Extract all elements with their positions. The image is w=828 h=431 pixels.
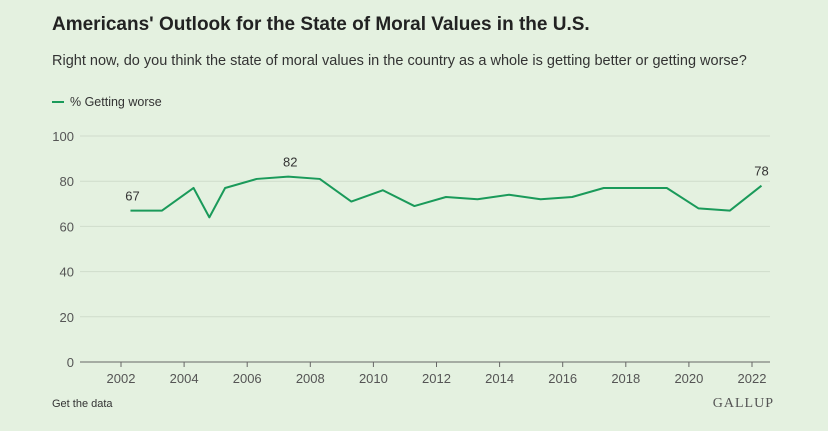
x-tick-label: 2006 — [233, 371, 262, 386]
y-tick-label: 40 — [60, 265, 74, 280]
gallup-logo: GALLUP — [712, 396, 774, 411]
y-tick-label: 60 — [60, 219, 74, 234]
y-tick-label: 100 — [52, 129, 74, 144]
legend: % Getting worse — [52, 95, 162, 109]
data-label: 82 — [283, 155, 297, 170]
x-tick-label: 2022 — [738, 371, 767, 386]
y-tick-label: 0 — [67, 355, 74, 370]
legend-label: % Getting worse — [70, 95, 162, 109]
series-line-getting-worse — [130, 175, 763, 219]
x-tick-label: 2020 — [674, 371, 703, 386]
chart-title: Americans' Outlook for the State of Mora… — [52, 14, 590, 35]
y-tick-label: 80 — [60, 174, 74, 189]
data-label: 67 — [125, 189, 139, 204]
x-tick-label: 2004 — [170, 371, 199, 386]
data-label: 78 — [754, 164, 768, 179]
y-tick-label: 20 — [60, 310, 74, 325]
x-tick-label: 2002 — [107, 371, 136, 386]
get-data-link[interactable]: Get the data — [52, 398, 113, 410]
legend-swatch — [52, 101, 64, 103]
x-tick-label: 2018 — [611, 371, 640, 386]
x-tick-label: 2010 — [359, 371, 388, 386]
x-tick-label: 2014 — [485, 371, 514, 386]
x-tick-label: 2012 — [422, 371, 451, 386]
chart-subtitle: Right now, do you think the state of mor… — [52, 53, 747, 69]
x-tick-label: 2016 — [548, 371, 577, 386]
x-tick-label: 2008 — [296, 371, 325, 386]
